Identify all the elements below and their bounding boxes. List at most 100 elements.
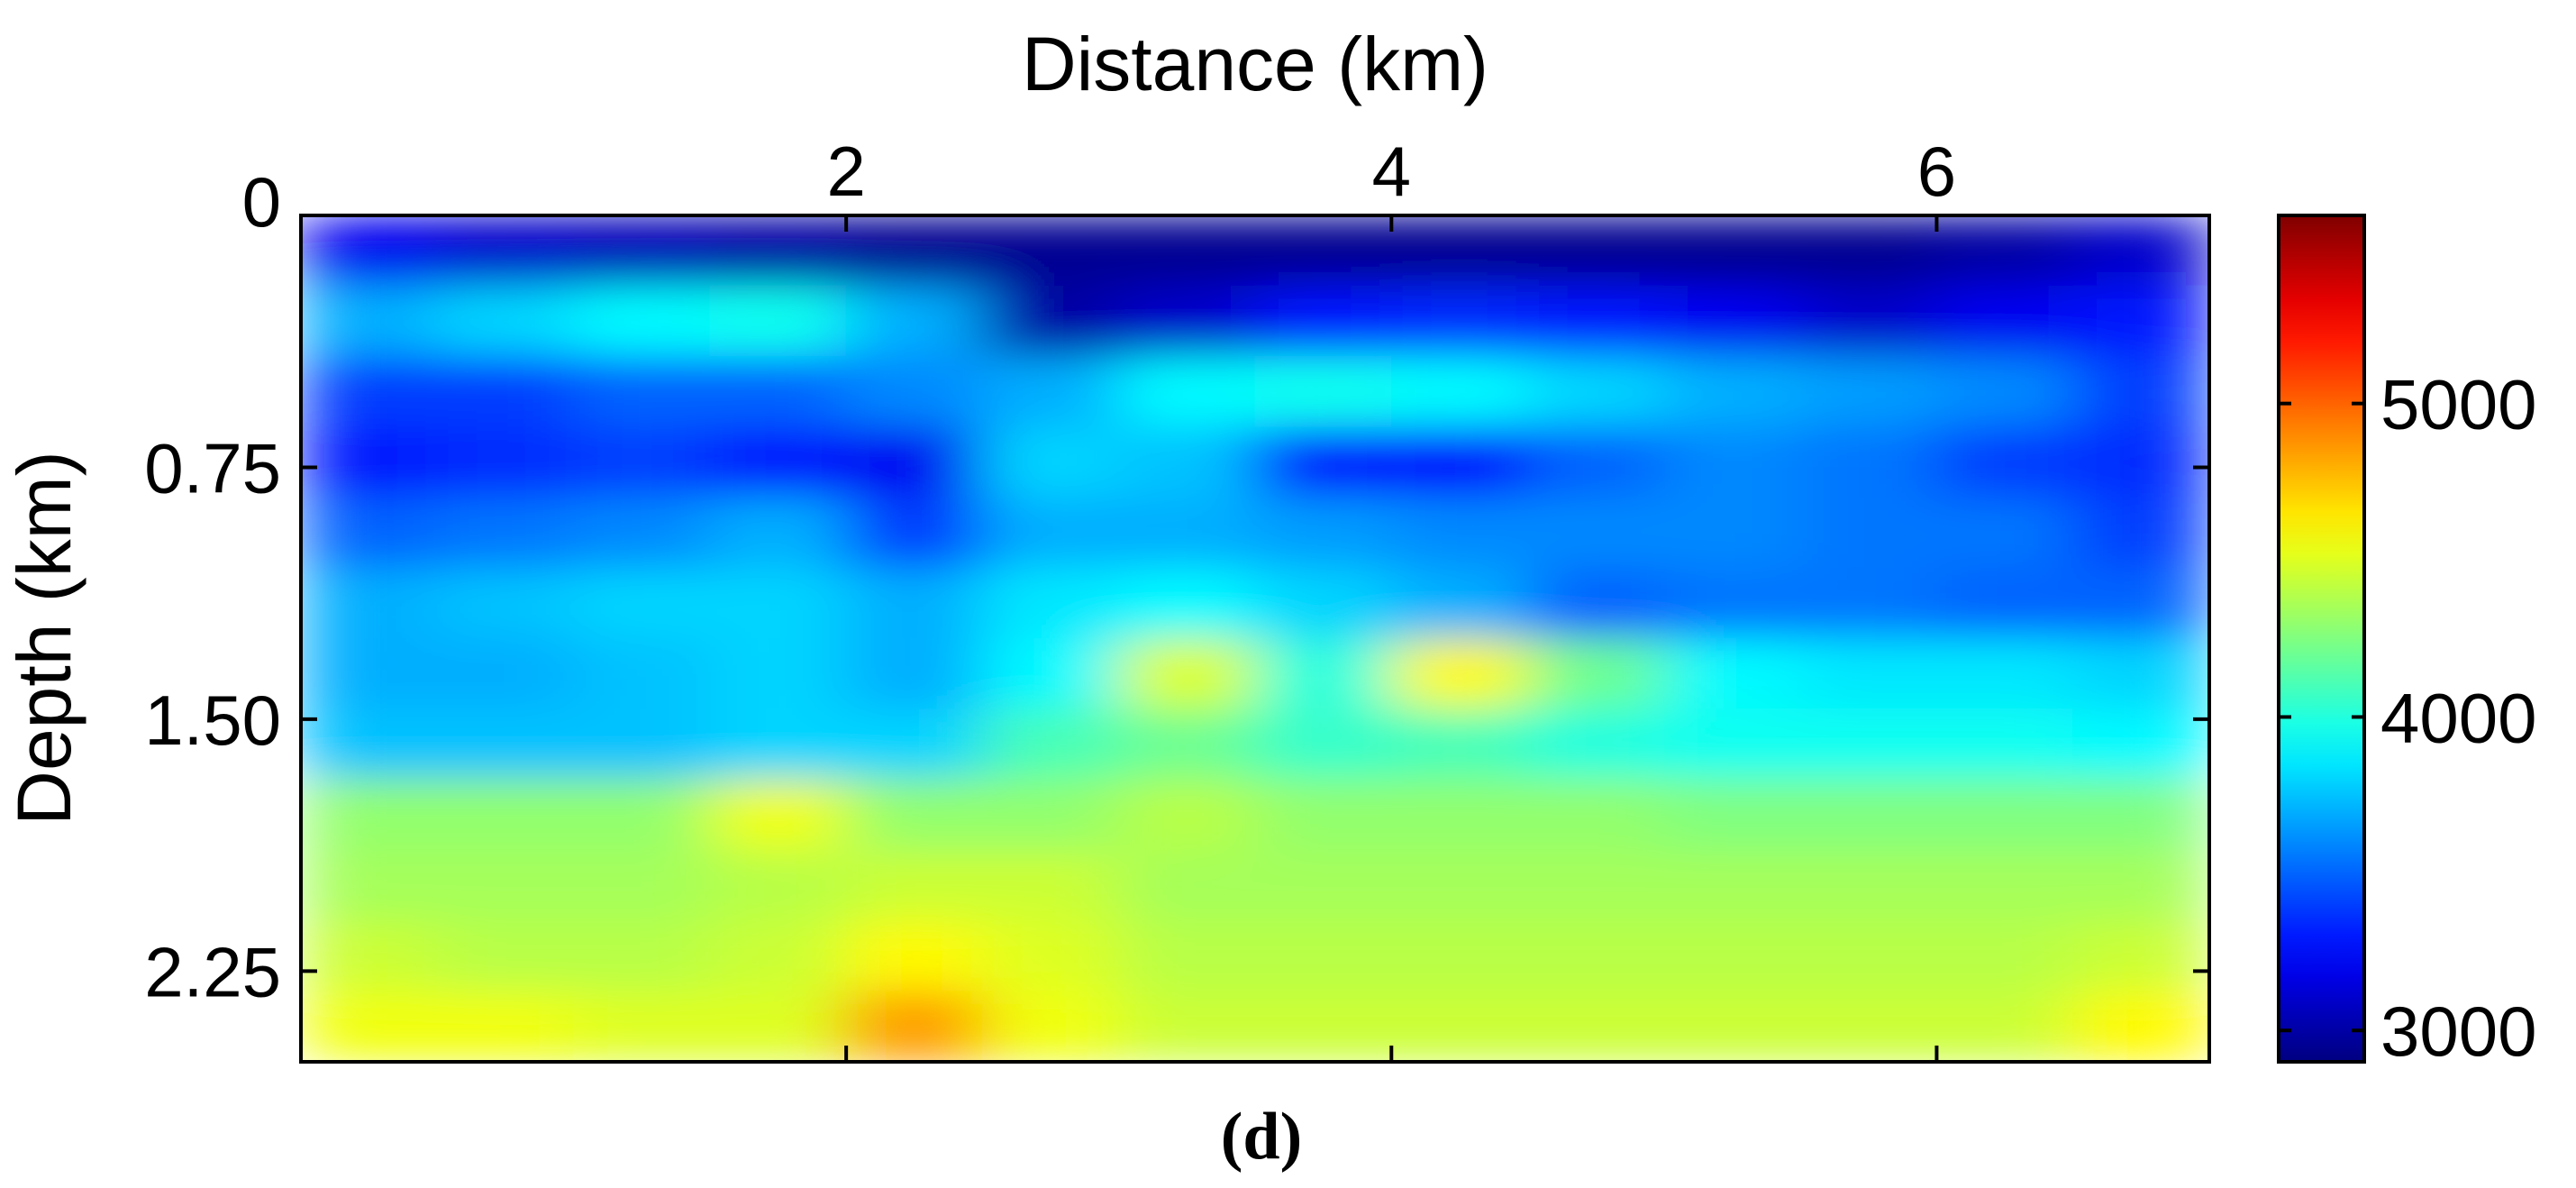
- heatmap-cell: [1390, 991, 1529, 1062]
- heatmap-cell: [1527, 426, 1665, 498]
- heatmap-cell: [1799, 638, 1937, 710]
- heatmap-cell: [301, 285, 438, 357]
- heatmap-cell: [436, 426, 575, 498]
- heatmap-cell: [1935, 779, 2074, 851]
- heatmap-cell: [1254, 779, 1392, 851]
- heatmap-cell: [1390, 497, 1529, 569]
- heatmap-cell: [845, 215, 983, 287]
- y-ticks: 0 0.75 1.50 2.25: [144, 162, 2209, 1011]
- colorbar-gradient: [2279, 215, 2364, 1062]
- heatmap-cell: [1663, 779, 1801, 851]
- heatmap-cell: [1663, 708, 1801, 781]
- heatmap-cell: [1799, 356, 1937, 428]
- heatmap-cell: [2072, 779, 2209, 851]
- heatmap-cell: [845, 567, 983, 639]
- colorbar-tick-label: 4000: [2380, 678, 2537, 757]
- heatmap-cell: [573, 849, 711, 921]
- heatmap-cell: [1527, 356, 1665, 428]
- heatmap-cell: [981, 567, 1120, 639]
- heatmap-cell: [1527, 849, 1665, 921]
- heatmap-cell: [1254, 285, 1392, 357]
- heatmap-cell: [709, 567, 847, 639]
- heatmap-cell: [301, 708, 438, 781]
- heatmap-cell: [1118, 426, 1256, 498]
- heatmap-cell: [1118, 356, 1256, 428]
- heatmap-cell: [1663, 497, 1801, 569]
- heatmap-cell: [436, 708, 575, 781]
- heatmap-cell: [573, 638, 711, 710]
- y-axis-label: Depth (km): [2, 451, 86, 825]
- heatmap-cell: [845, 285, 983, 357]
- heatmap-cell: [1935, 215, 2074, 287]
- heatmap-cell: [1935, 991, 2074, 1062]
- heatmap-cell: [301, 638, 438, 710]
- heatmap-cell: [845, 849, 983, 921]
- heatmap-cell: [845, 708, 983, 781]
- heatmap-cell: [981, 920, 1120, 992]
- heatmap-cell: [2072, 497, 2209, 569]
- heatmap-cell: [1799, 991, 1937, 1062]
- heatmap-cell: [436, 779, 575, 851]
- heatmap-cell: [1118, 567, 1256, 639]
- heatmap-cell: [709, 991, 847, 1062]
- heatmap-cell: [301, 779, 438, 851]
- heatmap-cell: [1118, 638, 1256, 710]
- heatmap-cell: [1390, 708, 1529, 781]
- colorbar-tick-label: 5000: [2380, 365, 2537, 444]
- heatmap-cell: [981, 849, 1120, 921]
- heatmap-cell: [436, 215, 575, 287]
- heatmap-cell: [1663, 285, 1801, 357]
- heatmap-cell: [1663, 426, 1801, 498]
- heatmap-cell: [845, 779, 983, 851]
- heatmap-cell: [1390, 920, 1529, 992]
- heatmap-cells: [301, 215, 2209, 1062]
- heatmap-cell: [1799, 779, 1937, 851]
- heatmap-cell: [2072, 356, 2209, 428]
- heatmap-cell: [1799, 920, 1937, 992]
- heatmap-cell: [1935, 497, 2074, 569]
- heatmap-cell: [845, 991, 983, 1062]
- heatmap-cell: [1527, 497, 1665, 569]
- heatmap-cell: [845, 356, 983, 428]
- heatmap-cell: [1527, 215, 1665, 287]
- heatmap-cell: [981, 497, 1120, 569]
- heatmap-cell: [1663, 215, 1801, 287]
- x-axis-label: Distance (km): [1022, 22, 1488, 106]
- heatmap-cell: [1390, 638, 1529, 710]
- heatmap-cell: [1527, 638, 1665, 710]
- heatmap-cell: [436, 285, 575, 357]
- heatmap-cell: [573, 708, 711, 781]
- heatmap-cell: [1935, 849, 2074, 921]
- heatmap-cell: [573, 356, 711, 428]
- x-tick-label: 6: [1917, 132, 1956, 211]
- heatmap-cell: [1254, 426, 1392, 498]
- heatmap-cell: [1118, 708, 1256, 781]
- heatmap-cell: [709, 638, 847, 710]
- heatmap-cell: [1799, 567, 1937, 639]
- heatmap-cell: [1527, 991, 1665, 1062]
- heatmap-cell: [981, 426, 1120, 498]
- heatmap-cell: [1663, 638, 1801, 710]
- heatmap-cell: [981, 991, 1120, 1062]
- heatmap-cell: [1663, 567, 1801, 639]
- plot-frame: [299, 214, 2211, 1064]
- heatmap-cell: [2072, 708, 2209, 781]
- heatmap-cell: [436, 567, 575, 639]
- heatmap-cell: [2072, 567, 2209, 639]
- heatmap-cell: [981, 638, 1120, 710]
- heatmap-cell: [709, 497, 847, 569]
- heatmap-cell: [1254, 497, 1392, 569]
- heatmap-cell: [301, 849, 438, 921]
- heatmap-cell: [1527, 779, 1665, 851]
- y-tick-label: 1.50: [144, 681, 281, 760]
- heatmap-cell: [436, 849, 575, 921]
- y-tick-label: 2.25: [144, 932, 281, 1011]
- heatmap-cell: [1118, 920, 1256, 992]
- heatmap-cell: [301, 991, 438, 1062]
- heatmap-cell: [709, 215, 847, 287]
- heatmap-cell: [573, 991, 711, 1062]
- heatmap-cell: [1663, 849, 1801, 921]
- heatmap-cell: [709, 356, 847, 428]
- heatmap-cell: [1390, 285, 1529, 357]
- heatmap-cell: [436, 638, 575, 710]
